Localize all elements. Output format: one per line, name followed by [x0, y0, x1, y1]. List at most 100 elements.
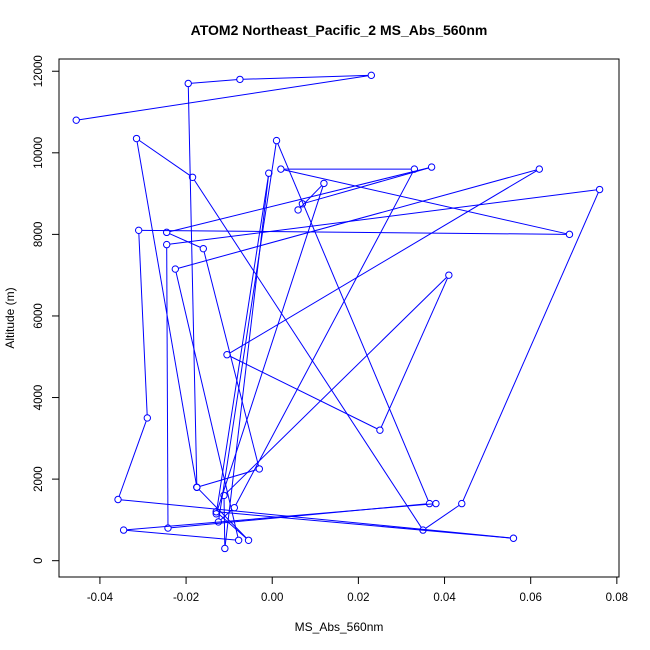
x-tick-label: 0.04: [433, 592, 456, 604]
y-tick-label: 6000: [33, 303, 45, 329]
data-point: [132, 134, 141, 143]
y-axis: 0 2000 4000 6000 8000 10000 12000: [33, 55, 60, 564]
series-segment: [380, 277, 449, 428]
x-tick-label: 0.02: [347, 592, 369, 604]
series-segment: [305, 167, 429, 204]
y-tick-label: 2000: [33, 466, 45, 492]
series-segment: [169, 233, 201, 248]
series-segment: [121, 499, 511, 539]
series-segment: [169, 167, 429, 233]
data-point: [223, 351, 231, 359]
data-point: [143, 414, 152, 422]
series-segment: [187, 86, 198, 485]
data-point: [277, 165, 285, 173]
x-axis-label: MS_Abs_560nm: [295, 620, 384, 634]
data-point: [193, 483, 201, 491]
data-point: [272, 136, 281, 145]
series-segment: [126, 503, 433, 531]
series-segment: [178, 169, 537, 269]
data-point: [162, 228, 171, 237]
x-tick-label: 0.00: [261, 592, 283, 604]
series-segment: [243, 74, 369, 80]
data-point: [298, 200, 307, 208]
data-point: [230, 503, 239, 512]
data-point: [221, 544, 229, 553]
data-point: [445, 271, 453, 279]
data-point: [188, 173, 197, 181]
data-point: [199, 244, 208, 253]
data-point: [171, 265, 180, 273]
data-point: [367, 71, 376, 80]
series-segment: [229, 355, 378, 430]
x-axis: -0.04 -0.02 0.00 0.02 0.04 0.06 0.08: [87, 576, 628, 604]
series-segment: [277, 143, 429, 501]
y-tick-label: 0: [33, 557, 45, 563]
data-point: [72, 116, 80, 124]
series-segment: [235, 171, 414, 506]
data-point: [410, 165, 419, 173]
series-segment: [229, 170, 537, 354]
y-tick-label: 4000: [33, 385, 45, 411]
series-segment: [126, 529, 236, 541]
data-point: [535, 165, 544, 173]
data-point: [376, 426, 384, 434]
series-segment: [283, 169, 567, 235]
series-segment: [198, 489, 247, 539]
data-point: [220, 491, 228, 500]
series-segment: [203, 251, 260, 466]
series-segment: [216, 186, 324, 511]
data-point: [236, 75, 244, 84]
data-point: [565, 230, 574, 239]
data-point: [164, 524, 172, 532]
series-segment: [138, 233, 148, 415]
data-point: [419, 526, 427, 534]
series-segment: [225, 277, 447, 494]
series-lines: [79, 74, 599, 546]
x-tick-label: 0.06: [519, 592, 541, 604]
data-point: [119, 526, 128, 534]
series-points: [72, 71, 604, 553]
data-point: [255, 465, 264, 473]
series-segment: [175, 272, 239, 538]
data-point: [134, 226, 143, 235]
series-segment: [191, 79, 237, 84]
data-point: [214, 518, 223, 526]
series-segment: [220, 509, 233, 521]
series-segment: [141, 229, 567, 235]
x-tick-label: -0.02: [173, 592, 199, 604]
data-point: [184, 79, 192, 88]
data-point: [162, 240, 171, 249]
series-segment: [462, 192, 599, 501]
series-segment: [224, 176, 269, 546]
data-point: [595, 185, 604, 194]
chart-title: ATOM2 Northeast_Pacific_2 MS_Abs_560nm: [191, 22, 488, 38]
series-segment: [118, 420, 147, 497]
y-axis-label: Altitude (m): [3, 287, 17, 348]
y-tick-label: 12000: [33, 55, 45, 87]
data-point: [212, 510, 220, 518]
series-segment: [166, 247, 169, 525]
data-point: [244, 536, 253, 544]
data-point: [114, 495, 122, 504]
y-tick-label: 8000: [33, 222, 45, 248]
data-point: [320, 179, 328, 188]
x-tick-label: 0.08: [606, 592, 628, 604]
data-point: [427, 163, 436, 171]
series-segment: [216, 176, 269, 511]
data-point: [294, 206, 302, 214]
series-segment: [299, 185, 323, 208]
data-point: [432, 499, 440, 508]
series-segment: [136, 141, 197, 485]
data-point: [509, 534, 518, 542]
series-segment: [138, 139, 191, 176]
data-point: [458, 499, 466, 508]
series-segment: [193, 179, 422, 528]
series-segment: [79, 75, 369, 121]
data-point: [212, 508, 220, 516]
x-tick-label: -0.04: [87, 592, 114, 604]
series-segment: [425, 504, 460, 529]
data-point: [265, 169, 273, 177]
series-segment: [218, 143, 277, 519]
y-tick-label: 10000: [33, 137, 45, 169]
